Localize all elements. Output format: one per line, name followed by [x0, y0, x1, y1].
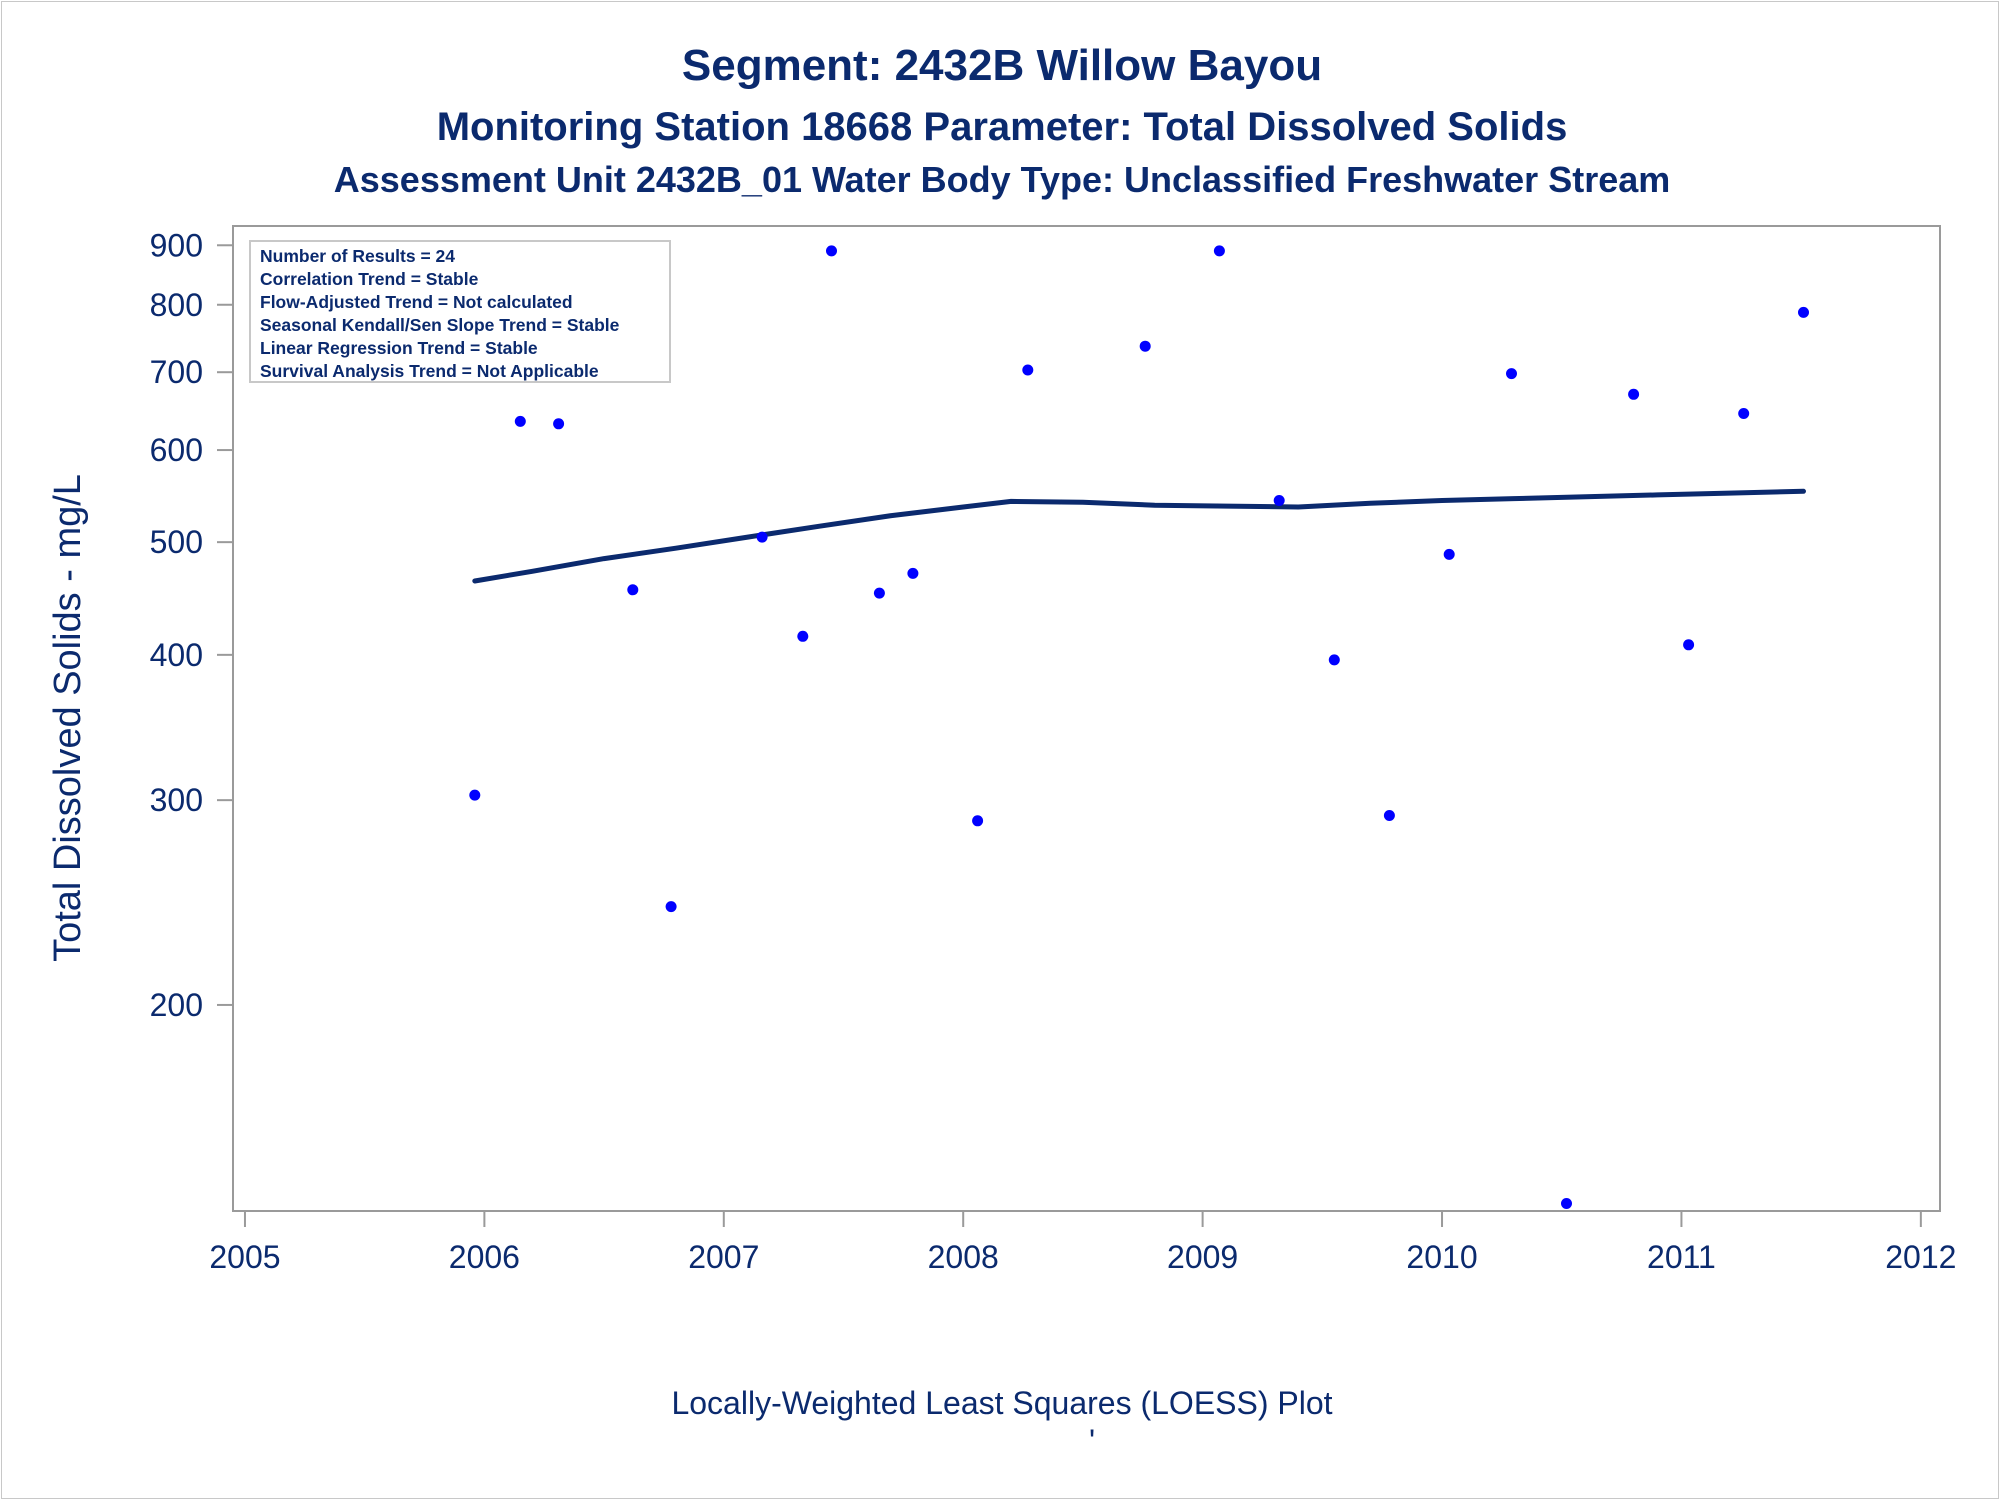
data-point: [665, 901, 677, 913]
chart-title: Segment: 2432B Willow Bayou: [682, 41, 1322, 90]
y-axis-label: Total Dissolved Solids - mg/L: [47, 474, 89, 962]
y-tick-label: 500: [150, 524, 203, 560]
x-axis: 2005 2006 2007 2008 2009 2010 2011 2012: [209, 1211, 1956, 1275]
x-tick-label: 2007: [688, 1239, 759, 1275]
stats-line-6: Survival Analysis Trend = Not Applicable: [260, 361, 599, 381]
data-point: [1383, 810, 1395, 821]
x-tick-label: 2006: [449, 1239, 520, 1275]
y-axis: 200 300 400 500 600 700 800 900: [150, 227, 233, 1023]
data-point: [1561, 1198, 1572, 1209]
data-point: [1022, 364, 1034, 376]
stats-box: Number of Results = 24 Correlation Trend…: [249, 240, 671, 383]
x-tick-label: 2005: [209, 1239, 280, 1275]
data-point: [1139, 340, 1151, 352]
data-point: [972, 815, 984, 827]
x-tick-label: 2010: [1406, 1239, 1477, 1275]
stats-line-2: Correlation Trend = Stable: [260, 269, 479, 289]
chart-subtitle-2: Assessment Unit 2432B_01 Water Body Type…: [334, 159, 1671, 200]
chart-subtitle-1: Monitoring Station 18668 Parameter: Tota…: [437, 105, 1568, 149]
x-tick-label: 2008: [928, 1239, 999, 1275]
data-point: [1328, 654, 1340, 666]
x-tick-label: 2009: [1167, 1239, 1238, 1275]
data-point: [1273, 495, 1285, 506]
data-point: [627, 584, 639, 596]
stats-line-3: Flow-Adjusted Trend = Not calculated: [260, 292, 573, 312]
data-point: [469, 789, 481, 801]
data-point: [756, 531, 768, 543]
y-tick-label: 700: [150, 354, 203, 390]
footnote-mark: ': [1089, 1423, 1095, 1459]
y-tick-label: 400: [150, 637, 203, 673]
x-tick-label: 2012: [1885, 1239, 1956, 1275]
data-point: [797, 630, 809, 642]
loess-trend-line: [472, 488, 1806, 584]
data-point: [1738, 408, 1750, 419]
y-tick-label: 300: [150, 782, 203, 818]
data-point: [873, 587, 885, 599]
footnote: Locally-Weighted Least Squares (LOESS) P…: [671, 1385, 1332, 1421]
data-point: [1443, 548, 1455, 560]
y-tick-label: 600: [150, 432, 203, 468]
data-point: [1683, 639, 1695, 651]
stats-box-border: [249, 240, 671, 383]
series-layer: [469, 245, 1809, 1209]
stats-line-1: Number of Results = 24: [260, 246, 455, 266]
data-point: [1628, 388, 1640, 400]
data-point: [1798, 306, 1809, 318]
stats-line-5: Linear Regression Trend = Stable: [260, 338, 538, 358]
data-point: [1213, 245, 1225, 257]
plot-area: [232, 225, 1941, 1212]
data-point: [553, 418, 565, 430]
y-tick-label: 900: [150, 227, 203, 263]
data-point: [826, 245, 837, 257]
data-point: [514, 415, 526, 427]
stats-line-4: Seasonal Kendall/Sen Slope Trend = Stabl…: [260, 315, 620, 335]
x-tick-label: 2011: [1647, 1239, 1716, 1275]
y-tick-label: 800: [150, 287, 203, 323]
y-tick-label: 200: [150, 987, 203, 1023]
data-point: [907, 567, 919, 579]
data-point: [1506, 368, 1517, 380]
